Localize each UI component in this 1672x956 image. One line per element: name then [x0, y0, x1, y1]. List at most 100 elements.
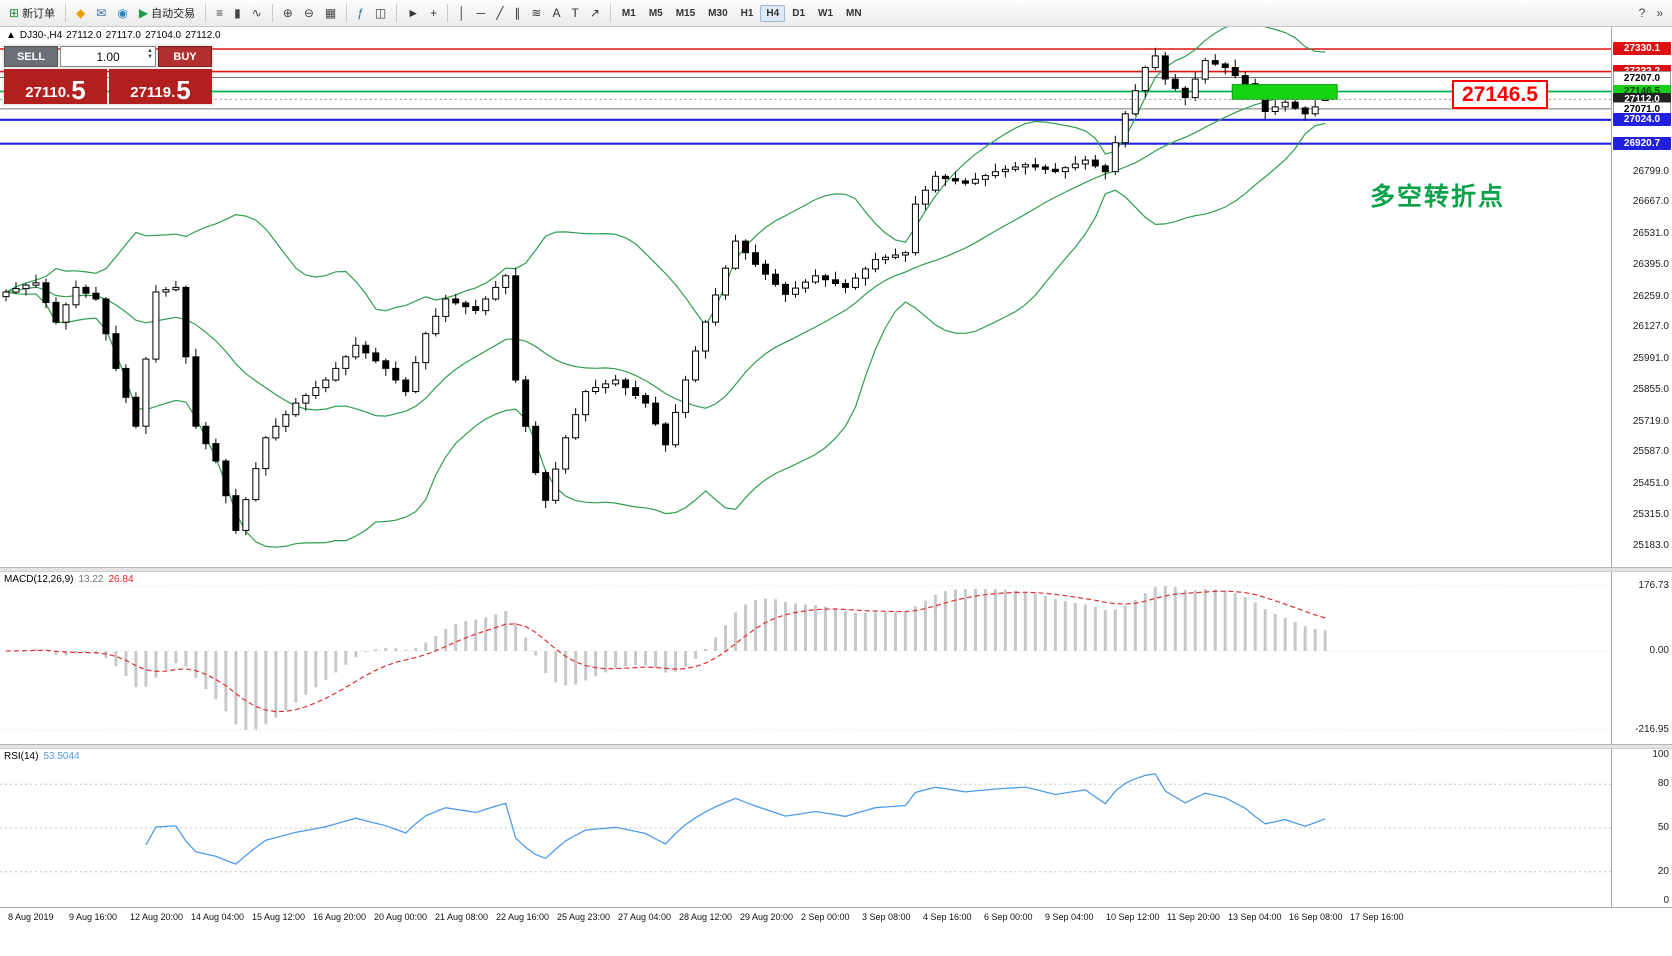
trendline-button[interactable]: ╱	[491, 4, 508, 22]
tf-w1-button-label: W1	[818, 7, 834, 19]
price-callout-label[interactable]: 27146.5	[1452, 80, 1548, 109]
tf-h4-button[interactable]: H4	[760, 4, 786, 22]
pane-separator[interactable]	[0, 744, 1672, 749]
tf-d1-button-label: D1	[792, 7, 806, 19]
algo-trading-button[interactable]: ▶ 自动交易	[134, 2, 200, 24]
help-button[interactable]: ?	[1634, 4, 1651, 22]
time-tick-label: 10 Sep 12:00	[1106, 912, 1160, 922]
cursor-icon: ►	[407, 6, 420, 20]
zoom-out-button[interactable]: ⊖	[299, 4, 319, 22]
turning-point-annotation[interactable]: 多空转折点	[1370, 183, 1506, 211]
sell-price-pip: 5	[71, 75, 86, 106]
label-button[interactable]: T	[567, 4, 584, 22]
rsi-axis[interactable]: 100 80 50 20 0	[1611, 749, 1672, 907]
candle-chart-type-icon: ▮	[234, 6, 241, 20]
time-tick-label: 12 Aug 20:00	[130, 912, 184, 922]
tf-w1-button[interactable]: W1	[812, 5, 839, 22]
bollinger-lower-band	[5, 122, 1326, 548]
bar-chart-type-button[interactable]: ≡	[211, 4, 228, 22]
price-axis[interactable]: 26799.0 26667.0 26531.0 26395.0 26259.0 26127…	[1611, 27, 1672, 567]
stepper-down-icon[interactable]: ▼	[147, 54, 153, 60]
help-icon: ?	[1638, 6, 1646, 20]
pane-separator[interactable]	[0, 567, 1672, 572]
one-click-trading-panel: SELL 1.00 ▲ ▼ BUY 27110. 5 27119. 5	[2, 44, 214, 106]
indicators-button[interactable]: ƒ	[352, 4, 369, 22]
tf-d1-button[interactable]: D1	[786, 5, 811, 22]
crosshair-button[interactable]: +	[425, 4, 442, 22]
highlight-rectangle	[1231, 84, 1338, 100]
chart-region: 26799.0 26667.0 26531.0 26395.0 26259.0 26127…	[0, 27, 1672, 956]
price-tick-label: 25855.0	[1632, 384, 1669, 396]
zoom-in-button[interactable]: ⊕	[278, 4, 298, 22]
alerts-icon-button[interactable]: ◆	[71, 4, 90, 22]
volume-stepper[interactable]: ▲ ▼	[147, 48, 153, 60]
buy-price-display[interactable]: 27119. 5	[109, 69, 212, 104]
fibonacci-button[interactable]: ≋	[526, 4, 546, 22]
price-tick-label: 25451.0	[1632, 477, 1669, 489]
price-tick-label: 25315.0	[1632, 509, 1669, 521]
objects-button[interactable]: ◫	[370, 4, 391, 22]
tf-m15-button[interactable]: M15	[670, 5, 701, 22]
arrow-object-button[interactable]: ↗	[585, 4, 605, 22]
horizontal-line-button[interactable]: ─	[472, 4, 491, 22]
new-order-button-label: 新订单	[22, 8, 56, 20]
zoom-in-icon: ⊕	[282, 6, 293, 20]
price-tick-label: 26259.0	[1632, 290, 1669, 302]
candle-chart-type-button[interactable]: ▮	[229, 4, 246, 22]
algo-trading-icon: ▶	[138, 6, 149, 20]
ohlc-high: 27117.0	[105, 30, 141, 41]
mail-icon-icon: ✉	[96, 6, 107, 20]
macd-name: MACD(12,26,9)	[4, 574, 74, 585]
line-chart-type-button[interactable]: ∿	[247, 4, 267, 22]
tf-m1-button[interactable]: M1	[616, 5, 642, 22]
buy-button[interactable]: BUY	[158, 46, 212, 67]
macd-chart[interactable]	[0, 572, 1611, 744]
tf-m1-button-label: M1	[621, 7, 636, 19]
tf-m30-button[interactable]: M30	[702, 5, 733, 22]
toolbar-separator	[447, 4, 449, 22]
volume-input[interactable]: 1.00 ▲ ▼	[60, 46, 156, 67]
time-axis[interactable]: 8 Aug 2019 9 Aug 16:00 12 Aug 20:00 14 Aug …	[0, 907, 1672, 928]
stepper-up-icon[interactable]: ▲	[147, 48, 153, 54]
ohlc-low: 27104.0	[144, 30, 182, 41]
zoom-out-icon: ⊖	[303, 6, 314, 20]
mail-icon-button[interactable]: ✉	[91, 4, 111, 22]
price-chart[interactable]	[0, 27, 1611, 567]
time-tick-label: 2 Sep 00:00	[801, 912, 850, 922]
time-tick-label: 17 Sep 16:00	[1350, 912, 1404, 922]
tile-windows-icon: ▦	[324, 6, 337, 20]
rsi-tick-label: 100	[1652, 749, 1669, 760]
price-tick-label: 26799.0	[1632, 165, 1669, 177]
vertical-line-button[interactable]: │	[453, 4, 471, 22]
time-tick-label: 6 Sep 00:00	[984, 912, 1033, 922]
tile-windows-button[interactable]: ▦	[320, 4, 341, 22]
time-tick-label: 8 Aug 2019	[8, 912, 54, 922]
toolbar-separator	[609, 4, 611, 22]
sell-price-display[interactable]: 27110. 5	[4, 69, 107, 104]
tf-h4-button-label: H4	[766, 7, 780, 19]
more-tools-button[interactable]: »	[1651, 4, 1668, 22]
one-click-collapse-arrow[interactable]: ▲	[6, 30, 16, 41]
tf-m15-button-label: M15	[675, 7, 696, 19]
new-order-button[interactable]: ⊞ 新订单	[4, 2, 60, 24]
time-tick-label: 20 Aug 00:00	[374, 912, 428, 922]
rsi-chart[interactable]	[0, 749, 1611, 907]
cursor-button[interactable]: ►	[402, 4, 424, 22]
label-icon: T	[571, 6, 579, 20]
macd-indicator-label: MACD(12,26,9) 13.22 26.84	[4, 574, 134, 585]
arrow-object-icon: ↗	[589, 6, 600, 20]
text-button[interactable]: A	[547, 4, 565, 22]
macd-axis[interactable]: 176.73 0.00 -216.95	[1611, 572, 1672, 744]
time-tick-label: 29 Aug 20:00	[740, 912, 794, 922]
channel-button[interactable]: ∥	[509, 4, 525, 22]
tf-h1-button[interactable]: H1	[735, 5, 760, 22]
macd-tick-label: 0.00	[1649, 645, 1669, 656]
price-level-label: 27024.0	[1613, 113, 1671, 127]
sell-button[interactable]: SELL	[4, 46, 58, 67]
tf-mn-button[interactable]: MN	[840, 5, 868, 22]
rsi-indicator-label: RSI(14) 53.5044	[4, 751, 80, 762]
tf-m5-button[interactable]: M5	[643, 5, 669, 22]
community-icon-button[interactable]: ◉	[112, 4, 132, 22]
rsi-tick-label: 20	[1657, 865, 1669, 877]
